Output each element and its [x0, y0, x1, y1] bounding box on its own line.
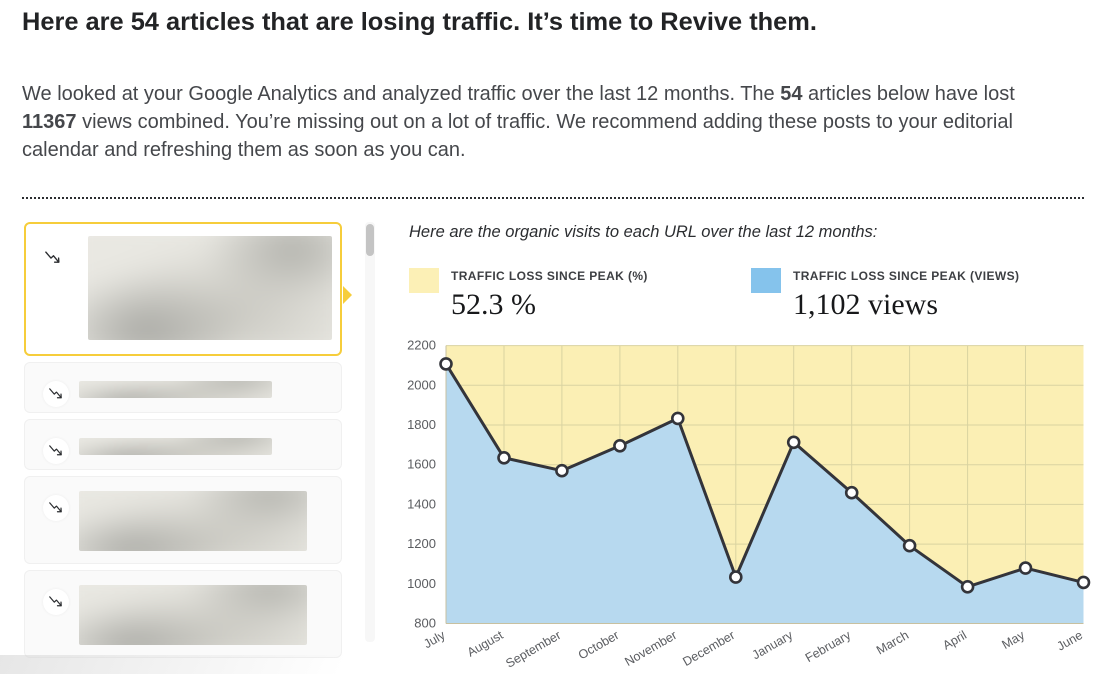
svg-text:July: July — [421, 628, 448, 652]
svg-text:February: February — [803, 628, 854, 666]
svg-text:1800: 1800 — [407, 417, 436, 432]
svg-text:December: December — [680, 628, 737, 669]
svg-text:September: September — [503, 628, 563, 671]
svg-text:August: August — [465, 628, 506, 660]
svg-text:April: April — [940, 628, 969, 653]
svg-text:1400: 1400 — [407, 496, 436, 511]
svg-text:March: March — [874, 628, 911, 658]
svg-text:1600: 1600 — [407, 457, 436, 472]
svg-text:1000: 1000 — [407, 576, 436, 591]
svg-text:October: October — [576, 628, 622, 662]
svg-text:January: January — [750, 628, 796, 663]
svg-text:800: 800 — [414, 616, 436, 631]
svg-text:May: May — [1000, 628, 1028, 652]
svg-text:June: June — [1055, 628, 1086, 654]
svg-text:1200: 1200 — [407, 536, 436, 551]
svg-text:2000: 2000 — [407, 377, 436, 392]
svg-text:November: November — [622, 628, 679, 669]
svg-text:2200: 2200 — [407, 338, 436, 353]
